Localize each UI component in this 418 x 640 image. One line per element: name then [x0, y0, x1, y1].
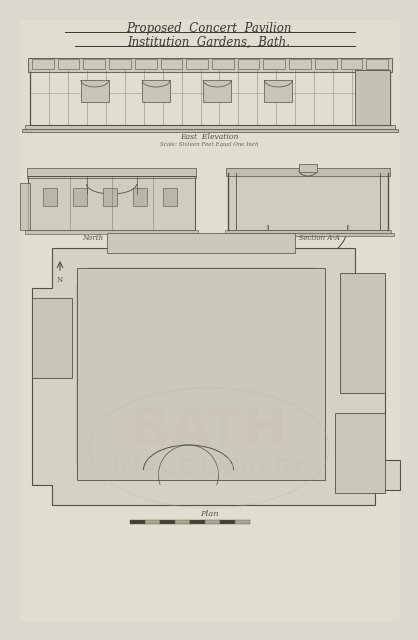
Bar [175, 520, 190, 524]
Polygon shape [32, 248, 400, 505]
Bar [366, 59, 388, 69]
Text: Cross Section A-A: Cross Section A-A [276, 234, 340, 242]
Text: North  Elevation: North Elevation [82, 234, 141, 242]
Text: Scale: Sixteen Feet Equal One Inch: Scale: Sixteen Feet Equal One Inch [160, 142, 258, 147]
Bar [58, 59, 79, 69]
Bar [130, 520, 145, 524]
Bar [289, 59, 311, 69]
Bar [161, 59, 182, 69]
Bar [340, 273, 385, 393]
Bar [315, 59, 336, 69]
Bar [133, 188, 147, 206]
Bar [299, 164, 317, 172]
Bar [77, 268, 325, 480]
Bar [235, 520, 250, 524]
Bar [30, 70, 390, 125]
Bar [109, 59, 131, 69]
Bar [203, 80, 231, 102]
Bar [22, 129, 398, 132]
Bar [43, 188, 57, 206]
Bar [222, 233, 394, 236]
Bar [145, 520, 160, 524]
Bar [341, 59, 362, 69]
Bar [135, 59, 157, 69]
Bar [107, 233, 295, 253]
Bar [103, 188, 117, 206]
Bar [28, 58, 392, 72]
Bar [32, 59, 54, 69]
Bar [355, 70, 390, 125]
Bar [163, 188, 177, 206]
Text: IMAGE LIBRARY: IMAGE LIBRARY [112, 458, 306, 478]
Bar [28, 176, 195, 230]
Bar [73, 188, 87, 206]
Bar [20, 183, 30, 230]
Bar [238, 59, 260, 69]
Bar [205, 520, 220, 524]
Bar [186, 59, 208, 69]
Bar [32, 298, 72, 378]
Bar [25, 230, 198, 234]
Bar [142, 80, 170, 102]
Bar [220, 520, 235, 524]
Bar [81, 80, 109, 102]
Bar [27, 168, 196, 178]
Text: Proposed  Concert  Pavilion: Proposed Concert Pavilion [126, 22, 292, 35]
Text: East  Elevation: East Elevation [180, 133, 238, 141]
Text: BATH: BATH [130, 404, 288, 456]
Bar [226, 168, 390, 176]
Bar [190, 520, 205, 524]
Bar [25, 125, 395, 129]
Text: Institution  Gardens,  Bath.: Institution Gardens, Bath. [127, 36, 291, 49]
Text: N: N [57, 276, 63, 284]
Bar [335, 413, 385, 493]
Bar [263, 59, 285, 69]
Text: Plan: Plan [200, 510, 218, 518]
Bar [84, 59, 105, 69]
Bar [212, 59, 234, 69]
Bar [228, 173, 388, 230]
Bar [225, 230, 391, 233]
Bar [160, 520, 175, 524]
Bar [265, 80, 293, 102]
